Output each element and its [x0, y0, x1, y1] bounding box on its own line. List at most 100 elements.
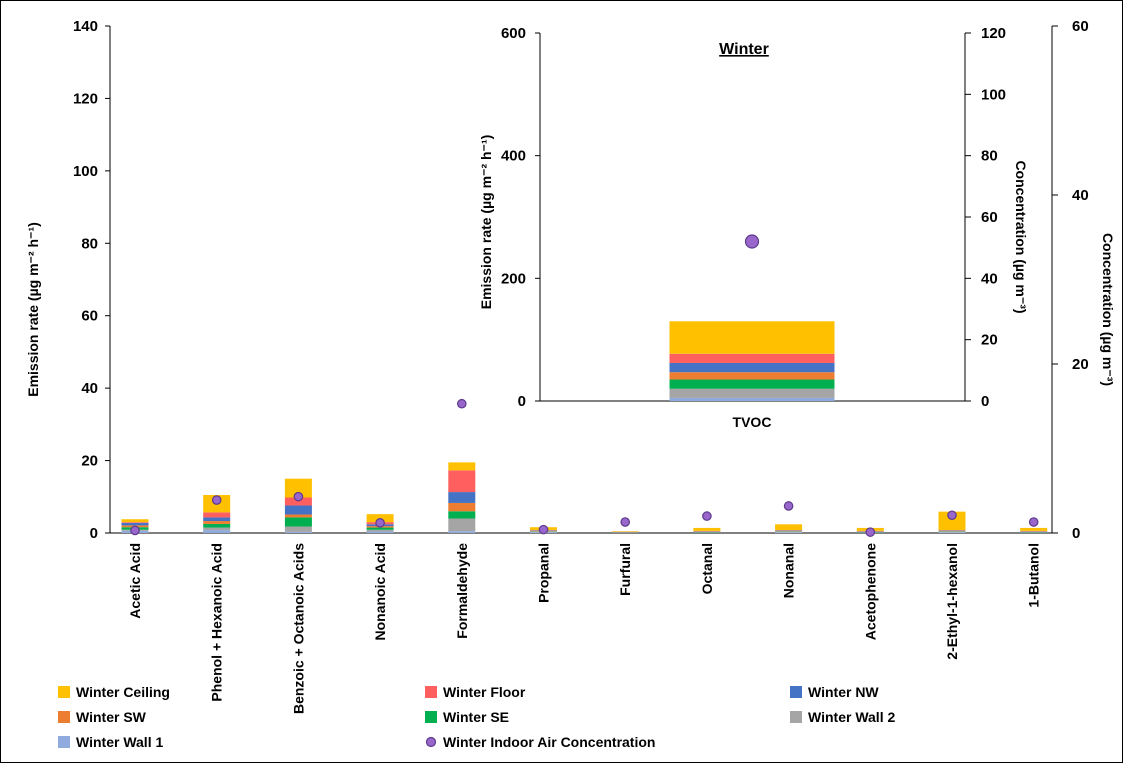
y-tick-label: 20: [81, 453, 98, 470]
inset-bar-segment: [669, 388, 835, 398]
bar-segment: [693, 527, 721, 531]
bar-segment: [203, 521, 231, 524]
legend-label: Winter Ceiling: [76, 684, 170, 700]
x-category-label: Octanal: [699, 543, 715, 594]
inset-y2-axis-title: Concentration (µg m⁻³): [1013, 160, 1029, 313]
bar-segment: [611, 531, 639, 532]
bar-segment: [1020, 527, 1048, 531]
legend-label: Winter Floor: [443, 684, 526, 700]
concentration-point: [1028, 517, 1039, 527]
y-tick-label: 120: [73, 90, 98, 107]
y-tick-label: 140: [73, 18, 98, 35]
legend-swatch: [425, 686, 437, 698]
y2-axis-title: Concentration (µg m⁻³): [1100, 233, 1116, 386]
x-category-label: Formaldehyde: [454, 543, 470, 639]
bar-segment: [284, 531, 312, 533]
bar-segment: [203, 512, 231, 518]
bar-segment: [203, 530, 231, 533]
y-tick-label: 0: [90, 525, 98, 542]
bar-segment: [775, 532, 803, 533]
legend-label: Winter SW: [76, 709, 147, 725]
bar-segment: [938, 532, 966, 533]
concentration-point: [375, 518, 385, 528]
legend-label: Winter SE: [443, 709, 509, 725]
concentration-point: [211, 495, 222, 505]
bar-segment: [203, 523, 231, 528]
legend-label: Winter Wall 2: [808, 709, 895, 725]
legend-label: Winter Wall 1: [76, 734, 163, 750]
y2-tick-label: 40: [1072, 187, 1089, 204]
bar-segment: [366, 531, 394, 533]
inset-bar-segment: [669, 321, 835, 354]
bar-segment: [284, 497, 312, 506]
x-category-label: Propanal: [536, 543, 552, 603]
x-category-label: Acetic Acid: [127, 543, 143, 619]
bar-segment: [366, 529, 394, 532]
legend-label: Winter NW: [808, 684, 879, 700]
bar-segment: [284, 517, 312, 527]
y2-tick-label: 0: [1072, 525, 1080, 542]
y-tick-label: 100: [73, 163, 98, 180]
inset-bar-segment: [669, 397, 835, 401]
concentration-point: [702, 511, 712, 521]
x-category-label: Nonanoic Acid: [372, 543, 388, 641]
y-axis-title: Emission rate (µg m⁻² h⁻¹): [25, 222, 41, 397]
inset-bar-segment: [669, 372, 835, 380]
y2-tick-label: 20: [1072, 356, 1089, 373]
y2-tick-label: 60: [1072, 18, 1089, 35]
inset-concentration-point: [744, 234, 760, 249]
inset-bar-segment: [669, 353, 835, 363]
y-tick-label: 40: [81, 380, 98, 397]
legend-swatch: [790, 686, 802, 698]
concentration-point: [620, 517, 630, 527]
bar-segment: [121, 522, 149, 526]
x-category-label: Benzoic + Octanoic Acids: [290, 543, 306, 714]
inset-y2-tick-label: 80: [981, 148, 998, 165]
y-tick-label: 80: [81, 235, 98, 252]
x-category-label: 1-Butanol: [1026, 543, 1042, 608]
legend: Winter Ceiling Winter Floor Winter NW Winte…: [58, 684, 895, 750]
inset-bar-segment: [669, 362, 835, 373]
concentration-point: [293, 491, 304, 502]
bar-segment: [448, 462, 476, 471]
inset-category-label: TVOC: [733, 414, 772, 430]
inset-y2-tick-label: 0: [981, 393, 989, 410]
inset-bar-segment: [669, 379, 835, 389]
inset-plot: 0 200 400 600 0 20 40 60 80 100 120 Emission rate (…: [478, 25, 1029, 430]
concentration-point: [538, 524, 549, 535]
bar-segment: [366, 527, 394, 530]
bar-segment: [203, 517, 231, 522]
bar-segment: [203, 527, 231, 531]
inset-y2-tick-label: 20: [981, 332, 998, 349]
bar-segment: [775, 524, 803, 531]
inset-y-tick-label: 400: [501, 148, 526, 165]
legend-swatch: [425, 711, 437, 723]
inset-y-tick-label: 200: [501, 270, 526, 287]
bar-segment: [284, 505, 312, 515]
bar-segment: [938, 511, 966, 531]
bar-segment: [284, 526, 312, 532]
legend-swatch: [58, 686, 70, 698]
inset-y2-tick-label: 100: [981, 86, 1006, 103]
bar-segment: [448, 502, 476, 512]
concentration-point: [130, 525, 140, 536]
bar-segment: [448, 492, 476, 503]
inset-y-tick-label: 600: [501, 25, 526, 42]
bar-segment: [448, 518, 476, 532]
legend-label: Winter Indoor Air Concentration: [443, 734, 655, 750]
bar-segment: [938, 531, 966, 533]
bar-segment: [448, 470, 476, 493]
legend-swatch: [58, 711, 70, 723]
x-category-label: Phenol + Hexanoic Acid: [209, 543, 225, 702]
inset-y2-tick-label: 60: [981, 209, 998, 226]
bar-segment: [284, 478, 312, 498]
legend-swatch: [58, 736, 70, 748]
main-plot: 0 20 40 60 80 100 120 140 0 20 40 60 Emission rate (…: [25, 18, 1116, 714]
bar-segment: [121, 519, 149, 523]
y-tick-label: 60: [81, 308, 98, 325]
x-category-label: 2-Ethyl-1-hexanol: [944, 543, 960, 660]
inset-y2-tick-label: 40: [981, 270, 998, 287]
bar-segment: [448, 511, 476, 519]
bar-segment: [448, 531, 476, 533]
